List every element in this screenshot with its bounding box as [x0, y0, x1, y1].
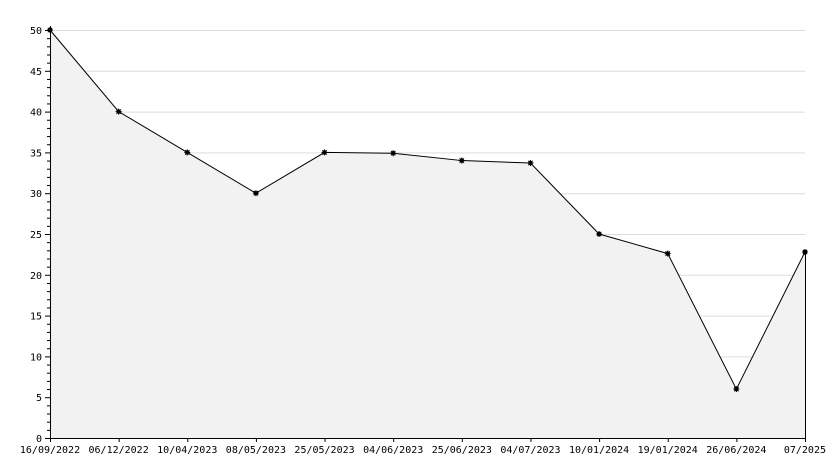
x-tick-label-8: 10/01/2024	[569, 445, 629, 456]
axes	[45, 26, 806, 442]
y-tick-label-40: 40	[30, 108, 42, 119]
data-point-4	[321, 149, 328, 156]
x-tick-label-3: 08/05/2023	[226, 445, 286, 456]
y-tick-label-20: 20	[30, 271, 42, 282]
data-point-3	[252, 190, 259, 197]
area-fill	[50, 30, 805, 438]
y-tick-labels: 0 5 10 15 20 25 30 35 40 45 50	[30, 26, 42, 445]
x-tick-label-10: 26/06/2024	[706, 445, 766, 456]
data-point-8	[596, 231, 603, 237]
y-tick-label-45: 45	[30, 67, 42, 78]
data-point-6	[458, 157, 465, 164]
x-tick-label-6: 25/06/2023	[432, 445, 492, 456]
series-line	[49, 29, 806, 391]
x-tick-label-5: 04/06/2023	[363, 445, 423, 456]
x-tick-label-1: 06/12/2022	[89, 445, 149, 456]
y-tick-label-10: 10	[30, 352, 42, 363]
x-tick-labels: 16/09/2022 06/12/2022 10/04/2023 08/05/2023…	[20, 445, 826, 456]
data-point-9	[664, 250, 671, 257]
data-point-10	[733, 386, 740, 393]
x-tick-label-2: 10/04/2023	[157, 445, 217, 456]
x-tick-label-0: 16/09/2022	[20, 445, 80, 456]
x-tick-label-9: 19/01/2024	[638, 445, 698, 456]
data-point-5	[390, 150, 397, 157]
y-tick-label-0: 0	[36, 434, 42, 445]
y-tick-label-25: 25	[30, 230, 42, 241]
data-point-2	[184, 149, 191, 156]
y-tick-label-35: 35	[30, 148, 42, 159]
data-point-11	[802, 248, 808, 255]
data-point-1	[115, 108, 122, 115]
y-tick-label-30: 30	[30, 189, 42, 200]
data-point-7	[527, 160, 534, 167]
data-markers	[47, 27, 808, 393]
x-tick-label-7: 04/07/2023	[500, 445, 560, 456]
data-point-0	[47, 27, 53, 33]
y-tick-label-15: 15	[30, 312, 42, 323]
y-tick-label-50: 50	[30, 26, 42, 37]
x-tick-label-4: 25/05/2023	[294, 445, 354, 456]
y-tick-label-5: 5	[36, 393, 42, 404]
x-tick-label-11: 07/2025	[784, 445, 826, 456]
